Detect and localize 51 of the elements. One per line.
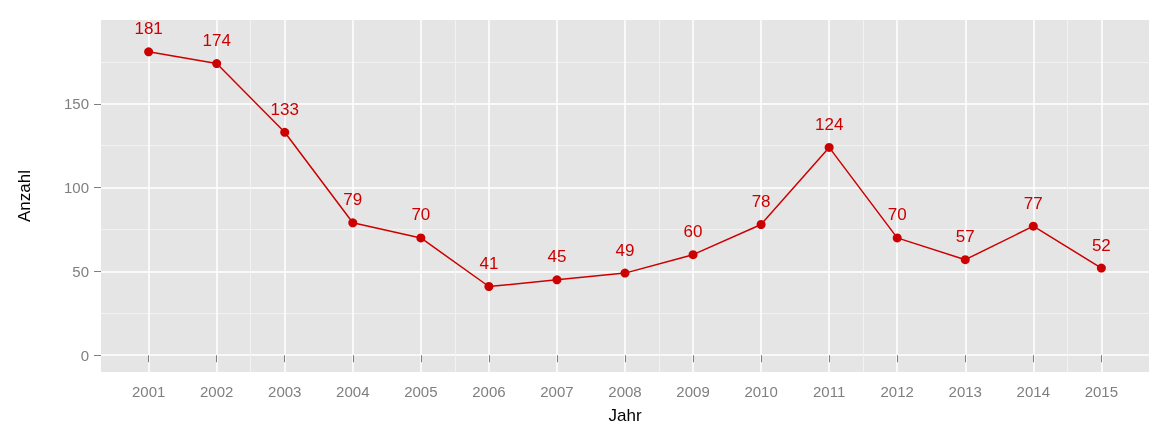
data-label: 70 — [887, 205, 907, 225]
x-tick-label: 2007 — [540, 383, 574, 400]
y-tick-label: 150 — [63, 95, 89, 113]
x-tick-label: 2012 — [880, 383, 914, 400]
data-label: 79 — [343, 190, 363, 210]
x-tick-label: 2002 — [200, 383, 234, 400]
point — [620, 268, 630, 278]
x-tick-label: 2001 — [131, 383, 166, 400]
point — [212, 59, 222, 69]
x-tick-label: 2005 — [404, 383, 438, 400]
x-tick-label: 2003 — [268, 383, 302, 400]
point — [552, 275, 562, 285]
y-tick-label: 100 — [63, 179, 89, 197]
y-tick-label: 0 — [80, 346, 89, 364]
point — [348, 218, 358, 228]
x-tick-label: 2014 — [1016, 383, 1050, 400]
data-label: 78 — [751, 192, 771, 211]
point — [756, 220, 766, 229]
data-label: 41 — [479, 254, 499, 274]
x-tick-label: 2008 — [608, 383, 642, 400]
data-label: 124 — [814, 114, 844, 134]
point — [1096, 263, 1106, 273]
x-tick-label: 2009 — [676, 383, 710, 400]
data-label: 174 — [202, 31, 231, 51]
point — [688, 250, 698, 260]
data-label: 49 — [615, 240, 635, 260]
x-tick-label: 2013 — [948, 383, 982, 400]
point — [484, 282, 494, 292]
data-label: 45 — [547, 247, 567, 267]
data-label: 77 — [1023, 193, 1043, 213]
data-label: 60 — [683, 222, 703, 242]
x-tick-label: 2006 — [472, 383, 506, 400]
point — [824, 142, 834, 152]
point — [960, 255, 970, 265]
point — [144, 47, 154, 57]
data-label: 52 — [1091, 235, 1111, 255]
point — [280, 127, 290, 137]
x-tick-label: 2010 — [744, 383, 778, 400]
point — [416, 233, 426, 243]
x-tick-label: 2004 — [336, 383, 370, 400]
x-tick-label: 2011 — [813, 383, 846, 400]
data-label: 57 — [955, 227, 975, 247]
y-axis-title: Anzahl — [15, 170, 34, 222]
data-label: 133 — [270, 99, 299, 119]
y-tick-label: 50 — [72, 262, 89, 280]
data-label: 181 — [134, 19, 163, 39]
data-label: 70 — [411, 205, 431, 225]
x-tick-label: 2015 — [1084, 383, 1119, 400]
x-axis-title: Jahr — [608, 406, 642, 425]
point — [1028, 221, 1038, 231]
point — [892, 233, 902, 243]
